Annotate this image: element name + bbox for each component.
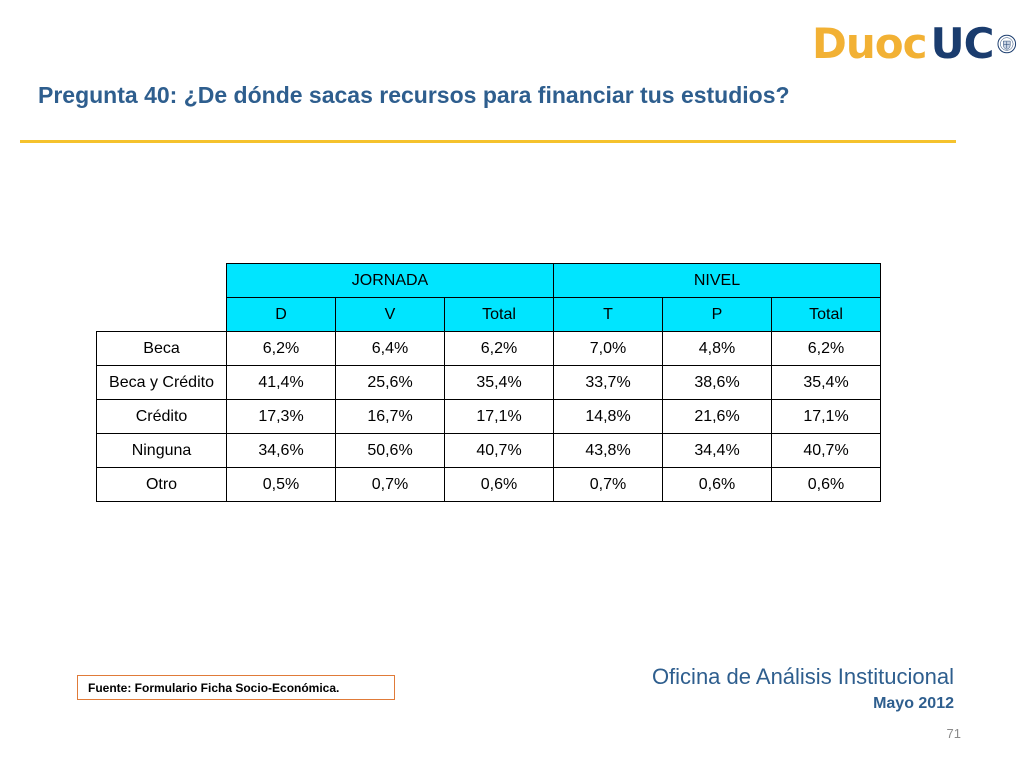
- table-cell: 0,6%: [662, 467, 772, 502]
- table-cell: 16,7%: [335, 399, 445, 434]
- table-row: Ninguna 34,6% 50,6% 40,7% 43,8% 34,4% 40…: [96, 433, 881, 468]
- table-cell: 6,2%: [226, 331, 336, 366]
- table-cell: 4,8%: [662, 331, 772, 366]
- table-cell: 14,8%: [553, 399, 663, 434]
- source-text: Fuente: Formulario Ficha Socio-Económica…: [88, 680, 340, 695]
- university-seal-icon: [997, 34, 1017, 54]
- corner-cell: [97, 298, 227, 332]
- table-row: Beca y Crédito 41,4% 25,6% 35,4% 33,7% 3…: [96, 365, 881, 400]
- table-cell: 0,7%: [335, 467, 445, 502]
- title-divider: [20, 140, 956, 143]
- column-header: Total: [771, 297, 881, 332]
- table-cell: 41,4%: [226, 365, 336, 400]
- row-label: Otro: [96, 467, 227, 502]
- table-cell: 40,7%: [771, 433, 881, 468]
- table-cell: 35,4%: [444, 365, 554, 400]
- table-cell: 43,8%: [553, 433, 663, 468]
- group-header-jornada: JORNADA: [226, 263, 554, 298]
- table-cell: 50,6%: [335, 433, 445, 468]
- corner-cell: [97, 264, 227, 298]
- table-cell: 17,1%: [771, 399, 881, 434]
- column-header: P: [662, 297, 772, 332]
- column-header: V: [335, 297, 445, 332]
- row-label: Crédito: [96, 399, 227, 434]
- table-cell: 6,4%: [335, 331, 445, 366]
- table-cell: 34,4%: [662, 433, 772, 468]
- table-cell: 21,6%: [662, 399, 772, 434]
- table-cell: 40,7%: [444, 433, 554, 468]
- column-header: Total: [444, 297, 554, 332]
- page-number: 71: [946, 726, 961, 741]
- report-date: Mayo 2012: [873, 695, 954, 712]
- table-cell: 35,4%: [771, 365, 881, 400]
- table-row: Otro 0,5% 0,7% 0,6% 0,7% 0,6% 0,6%: [96, 467, 881, 502]
- table-cell: 6,2%: [771, 331, 881, 366]
- table-cell: 0,6%: [771, 467, 881, 502]
- table-cell: 33,7%: [553, 365, 663, 400]
- table-cell: 0,7%: [553, 467, 663, 502]
- duoc-uc-logo: Duoc UC: [812, 14, 1017, 74]
- table-cell: 0,6%: [444, 467, 554, 502]
- group-header-row: JORNADA NIVEL: [97, 263, 881, 298]
- results-table: JORNADA NIVEL D V Total T P Total Beca 6…: [96, 263, 881, 502]
- table-cell: 38,6%: [662, 365, 772, 400]
- table-cell: 17,1%: [444, 399, 554, 434]
- column-header: D: [226, 297, 336, 332]
- row-label: Ninguna: [96, 433, 227, 468]
- source-note: Fuente: Formulario Ficha Socio-Económica…: [77, 675, 395, 700]
- logo-uc-text: UC: [930, 19, 995, 68]
- table-cell: 17,3%: [226, 399, 336, 434]
- table-cell: 7,0%: [553, 331, 663, 366]
- table-cell: 34,6%: [226, 433, 336, 468]
- row-label: Beca y Crédito: [96, 365, 227, 400]
- table-cell: 25,6%: [335, 365, 445, 400]
- table-cell: 6,2%: [444, 331, 554, 366]
- row-label: Beca: [96, 331, 227, 366]
- office-name: Oficina de Análisis Institucional: [651, 664, 954, 689]
- table-cell: 0,5%: [226, 467, 336, 502]
- column-header-row: D V Total T P Total: [97, 297, 881, 332]
- table-row: Beca 6,2% 6,4% 6,2% 7,0% 4,8% 6,2%: [96, 331, 881, 366]
- group-header-nivel: NIVEL: [553, 263, 881, 298]
- column-header: T: [553, 297, 663, 332]
- logo-duoc-text: Duoc: [812, 19, 928, 68]
- slide-title: Pregunta 40: ¿De dónde sacas recursos pa…: [38, 82, 790, 108]
- table-row: Crédito 17,3% 16,7% 17,1% 14,8% 21,6% 17…: [96, 399, 881, 434]
